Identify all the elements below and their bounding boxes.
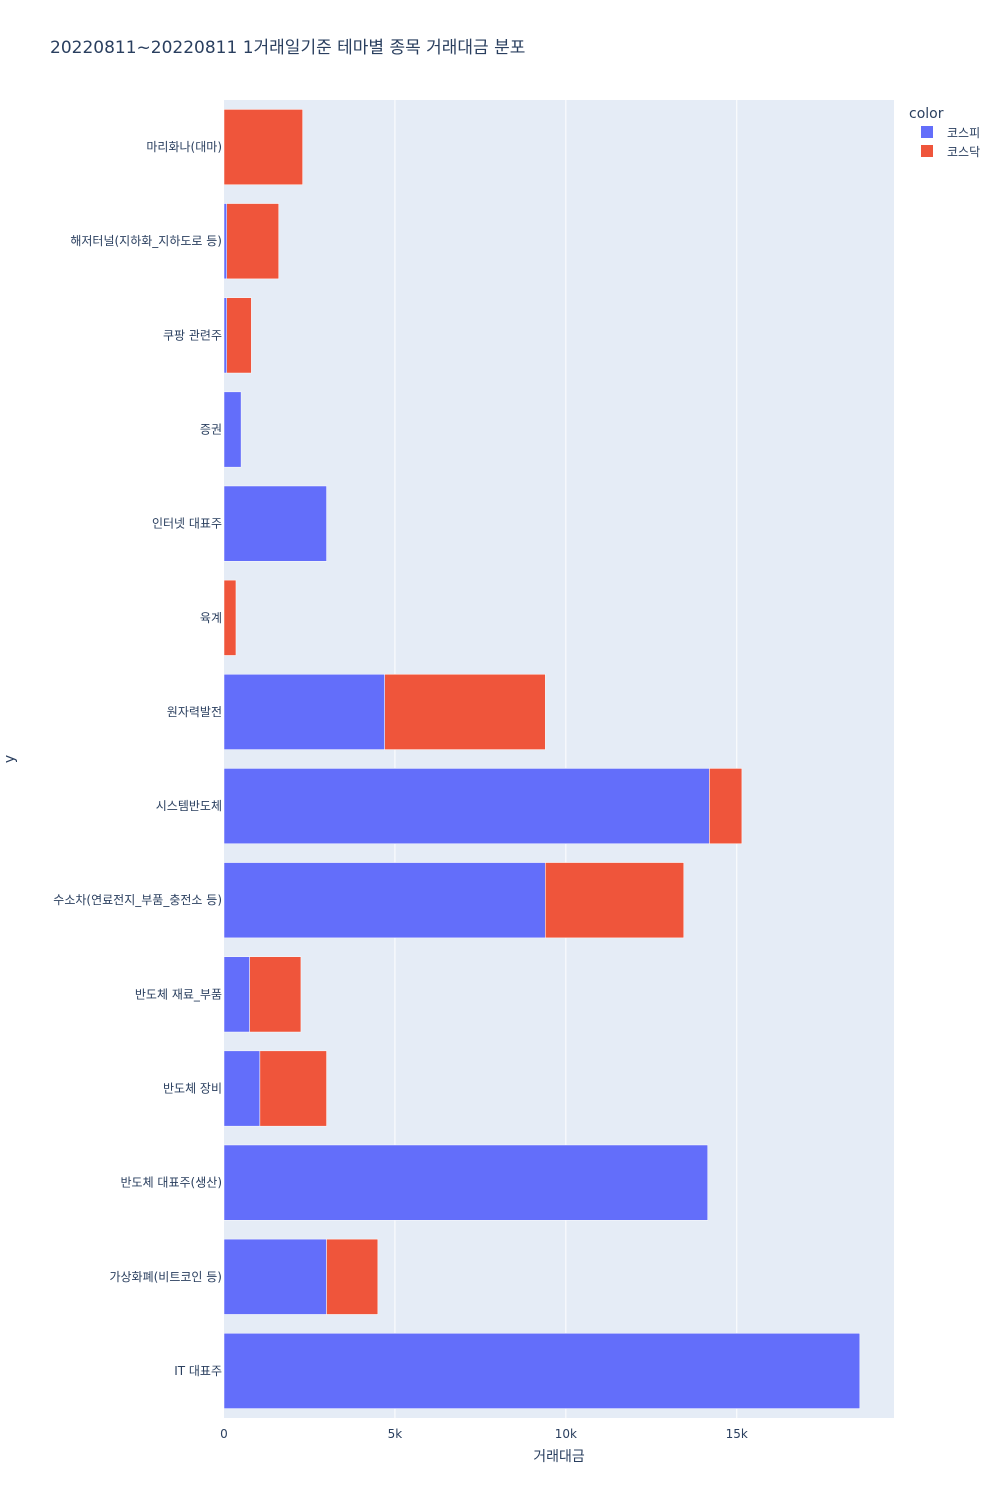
y-tick-label: 인터넷 대표주: [152, 517, 222, 531]
bar-kospi[interactable]: [223, 1238, 327, 1315]
bar-kospi[interactable]: [223, 297, 227, 374]
bar-kospi[interactable]: [223, 674, 385, 750]
y-tick-label: 증권: [200, 423, 222, 437]
bar-kosdaq[interactable]: [709, 768, 743, 844]
y-axis-title: y: [2, 755, 18, 763]
bar-layer: [223, 109, 861, 1409]
legend-label[interactable]: 코스닥: [947, 145, 980, 159]
x-tick-labels: 0 5k 10k 15k: [220, 1427, 748, 1441]
y-tick-label: 쿠팡 관련주: [163, 328, 222, 342]
y-tick-label: 수소차(연료전지_부품_충전소 등): [53, 893, 222, 907]
y-tick-label: 마리화나(대마): [146, 140, 222, 154]
y-tick-label: 반도체 대표주(생산): [121, 1176, 223, 1190]
bar-kospi[interactable]: [223, 203, 227, 280]
x-tick-label: 5k: [388, 1427, 403, 1441]
bar-kospi[interactable]: [223, 862, 546, 939]
bar-kosdaq[interactable]: [326, 1238, 379, 1315]
legend-label[interactable]: 코스피: [947, 126, 980, 140]
bar-kosdaq[interactable]: [226, 297, 252, 374]
bar-kosdaq[interactable]: [223, 579, 237, 656]
y-tick-label: 반도체 재료_부품: [135, 987, 222, 1001]
bar-kosdaq[interactable]: [545, 862, 685, 939]
bar-kosdaq[interactable]: [259, 1050, 327, 1127]
bar-kosdaq[interactable]: [226, 203, 279, 280]
x-axis-title: 거래대금: [533, 1449, 585, 1465]
y-tick-label: 원자력발전: [167, 705, 222, 719]
y-tick-label: IT 대표주: [174, 1364, 222, 1378]
legend-swatch[interactable]: [921, 126, 933, 138]
y-tick-label: 반도체 장비: [163, 1082, 222, 1096]
legend-swatch[interactable]: [921, 145, 933, 157]
bar-kospi[interactable]: [223, 1144, 708, 1221]
bar-kosdaq[interactable]: [223, 109, 303, 185]
chart-title: 20220811~20220811 1거래일기준 테마별 종목 거래대금 분포: [50, 38, 526, 58]
bar-kospi[interactable]: [223, 391, 242, 468]
bar-kosdaq[interactable]: [384, 674, 546, 750]
bar-kospi[interactable]: [223, 956, 250, 1033]
x-tick-label: 0: [220, 1427, 228, 1441]
y-tick-label: 해저터널(지하화_지하도로 등): [70, 234, 222, 248]
bar-kosdaq[interactable]: [249, 956, 302, 1033]
y-tick-label: 가상화폐(비트코인 등): [109, 1270, 222, 1284]
x-tick-label: 10k: [555, 1427, 577, 1441]
x-tick-label: 15k: [726, 1427, 748, 1441]
bar-kospi[interactable]: [223, 1050, 261, 1127]
bar-kospi[interactable]: [223, 485, 327, 562]
y-tick-label: 육계: [200, 611, 222, 625]
bar-kospi[interactable]: [223, 1333, 861, 1409]
y-tick-label: 시스템반도체: [156, 799, 222, 813]
legend-title: color: [909, 106, 944, 122]
bar-kospi[interactable]: [223, 768, 710, 844]
